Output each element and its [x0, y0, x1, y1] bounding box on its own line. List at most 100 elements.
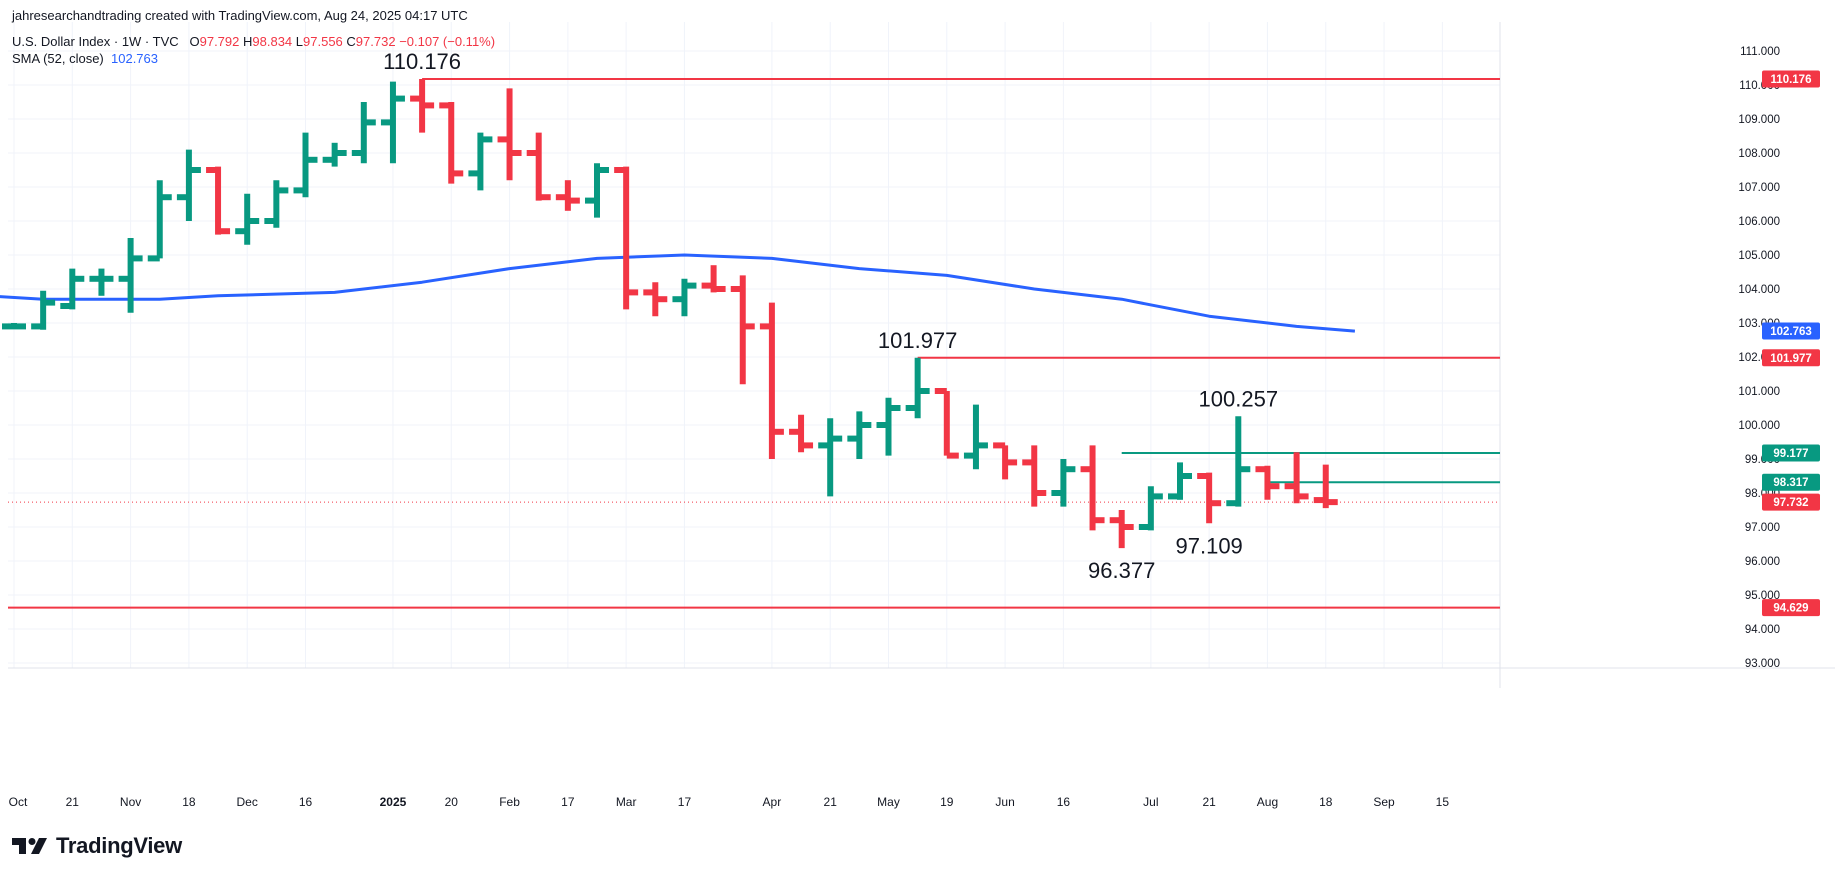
ohlc-bar: [759, 302, 784, 459]
close-label: C: [346, 34, 356, 49]
horizontal-lines: [8, 78, 1500, 609]
x-tick-label: 20: [445, 795, 459, 809]
ohlc-bar: [118, 238, 143, 313]
price-annotation: 101.977: [878, 328, 958, 353]
price-marker: 97.732: [1762, 493, 1820, 511]
x-tick-label: Jul: [1143, 795, 1158, 809]
ohlc-bar: [643, 282, 668, 317]
ohlc-bar: [439, 102, 464, 184]
price-axis-border: [8, 22, 1835, 688]
x-tick-label: 15: [1436, 795, 1450, 809]
x-tick-label: 18: [182, 795, 196, 809]
ohlc-bar: [818, 418, 843, 497]
ohlc-bar: [410, 79, 435, 133]
tradingview-logo[interactable]: TradingView: [12, 833, 182, 859]
y-tick-label: 106.000: [1738, 216, 1780, 228]
x-tick-label: Jun: [995, 795, 1014, 809]
y-tick-label: 107.000: [1738, 182, 1780, 194]
ohlc-bar: [1168, 462, 1192, 500]
ohlc-bar: [89, 268, 114, 296]
y-tick-label: 97.000: [1745, 522, 1780, 534]
price-marker-label: 98.317: [1773, 477, 1808, 489]
y-tick-label: 93.000: [1745, 658, 1780, 670]
open-value: 97.792: [199, 34, 240, 49]
y-tick-label: 101.000: [1738, 386, 1780, 398]
x-tick-label: 21: [824, 795, 838, 809]
x-tick-label: Oct: [9, 795, 28, 809]
x-tick-label: Dec: [237, 795, 258, 809]
ohlc-bar: [555, 180, 580, 211]
price-marker-bg: [1762, 599, 1820, 617]
x-tick-label: May: [877, 795, 900, 809]
ohlc-bar: [235, 193, 260, 245]
y-tick-label: 100.000: [1738, 420, 1780, 432]
tradingview-logo-icon: [12, 838, 47, 854]
x-tick-label: 21: [1202, 795, 1216, 809]
price-marker: 94.629: [1762, 599, 1820, 617]
open-label: O: [189, 34, 200, 49]
price-annotation: 110.176: [383, 49, 461, 74]
price-marker-bg: [1762, 349, 1820, 367]
price-marker: 110.176: [1762, 70, 1820, 88]
ohlc-bar: [147, 180, 172, 262]
ohlc-bar: [672, 278, 697, 317]
x-tick-label: 17: [678, 795, 692, 809]
sma-legend[interactable]: SMA (52, close) 102.763: [12, 51, 158, 66]
price-marker-label: 97.732: [1773, 497, 1808, 509]
x-tick-label: 21: [66, 795, 80, 809]
sma-label: SMA (52, close): [12, 51, 104, 66]
price-marker-bg: [1762, 473, 1820, 491]
ohlc-bar: [905, 357, 930, 419]
x-tick-label: 2025: [380, 795, 407, 809]
price-marker-label: 99.177: [1773, 448, 1808, 460]
ohlc-bar: [31, 290, 56, 330]
x-tick-label: Sep: [1373, 795, 1395, 809]
ohlc-bar: [1313, 464, 1338, 509]
low-label: L: [295, 34, 304, 49]
ohlc-bar: [526, 132, 551, 201]
price-axis-markers: 110.176 101.977 99.177 98.317 94.629 102.763 9…: [1762, 70, 1820, 617]
ohlc-bar: [60, 268, 85, 310]
y-tick-label: 94.000: [1745, 624, 1780, 636]
symbol-legend[interactable]: U.S. Dollar Index · 1W · TVC O97.792 H98…: [12, 34, 495, 49]
sma-line: [0, 253, 1356, 333]
price-marker-label: 101.977: [1770, 353, 1812, 365]
x-tick-label: 18: [1319, 795, 1333, 809]
ohlc-bar: [322, 142, 347, 167]
price-marker-label: 110.176: [1771, 74, 1812, 86]
price-marker: 98.317: [1762, 473, 1820, 491]
price-annotations: 110.176 101.977 100.257 96.377 97.109: [383, 49, 1278, 583]
sma-layer: [0, 253, 1356, 333]
x-tick-label: Apr: [763, 795, 782, 809]
chart-grid: [8, 22, 1500, 668]
ohlc-bar: [293, 132, 318, 198]
time-axis-ticks: Oct 21 Nov 18 Dec 16 2025 20 Feb 17 Mar 17 Apr 21 May 1…: [9, 795, 1450, 809]
y-tick-label: 96.000: [1745, 556, 1780, 568]
ohlc-bar: [701, 265, 726, 293]
price-marker-bg: [1762, 70, 1820, 88]
ohlc-bar: [351, 102, 376, 164]
high-label: H: [243, 34, 253, 49]
ohlc-bar: [1284, 452, 1309, 504]
ohlc-bar: [206, 166, 231, 235]
symbol-name: U.S. Dollar Index · 1W · TVC: [12, 34, 179, 49]
price-marker-bg: [1762, 493, 1820, 511]
price-annotation: 97.109: [1176, 533, 1243, 558]
ohlc-bar: [1226, 416, 1251, 507]
x-tick-label: Nov: [120, 795, 141, 809]
x-tick-label: Aug: [1257, 795, 1278, 809]
x-tick-label: 17: [561, 795, 575, 809]
price-marker-bg: [1762, 444, 1820, 462]
low-value: 97.556: [303, 34, 343, 49]
y-tick-label: 109.000: [1738, 114, 1780, 126]
y-tick-label: 108.000: [1738, 148, 1780, 160]
x-tick-label: Mar: [616, 795, 637, 809]
chart-credit: jahresearchandtrading created with Tradi…: [12, 8, 468, 23]
x-tick-label: 16: [1057, 795, 1071, 809]
ohlc-bar: [2, 323, 26, 330]
ohlc-bar: [585, 163, 609, 218]
ohlc-bar: [1080, 445, 1105, 531]
high-value: 98.834: [252, 34, 293, 49]
ohlc-bar: [1022, 445, 1047, 507]
